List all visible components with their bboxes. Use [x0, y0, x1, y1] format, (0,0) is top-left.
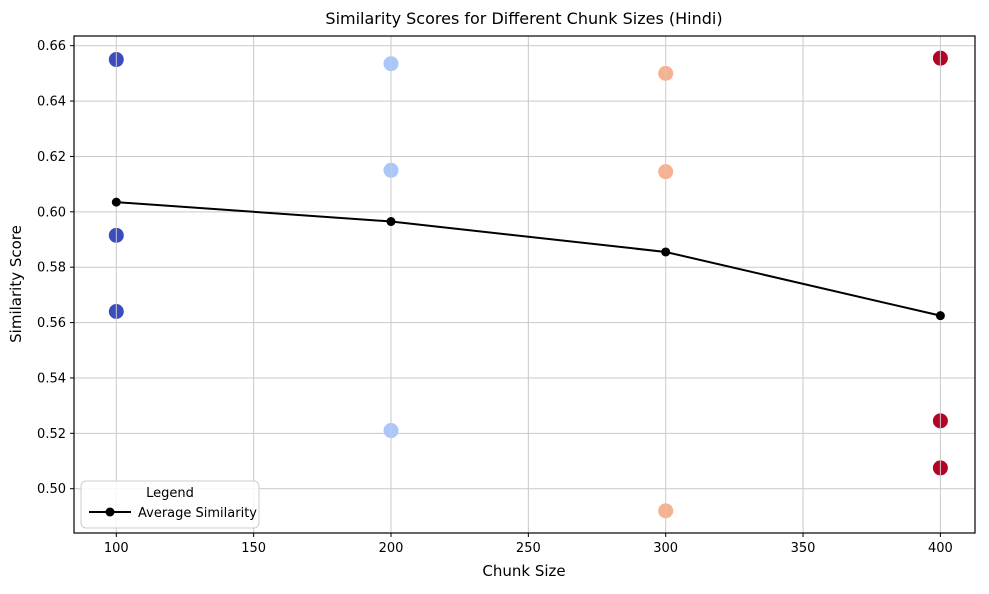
- chart-title: Similarity Scores for Different Chunk Si…: [325, 9, 722, 28]
- x-tick-label: 250: [516, 541, 541, 556]
- average-marker: [935, 311, 945, 321]
- average-marker: [111, 197, 121, 207]
- x-tick-label: 350: [791, 541, 816, 556]
- y-tick-label: 0.56: [37, 316, 66, 331]
- y-tick-label: 0.54: [37, 371, 66, 386]
- y-axis-label: Similarity Score: [7, 225, 25, 343]
- y-tick-label: 0.60: [37, 205, 66, 220]
- legend: Legend Average Similarity: [80, 480, 260, 529]
- y-tick-label: 0.64: [37, 95, 66, 110]
- y-tick-label: 0.66: [37, 39, 66, 54]
- legend-dot-marker: [105, 507, 115, 517]
- average-line: [116, 201, 941, 317]
- x-tick-label: 100: [104, 541, 129, 556]
- average-line-layer: [111, 197, 945, 321]
- average-marker: [386, 217, 396, 227]
- x-tick-label: 200: [379, 541, 404, 556]
- x-tick-label: 400: [928, 541, 953, 556]
- y-tick-label: 0.52: [37, 427, 66, 442]
- average-marker: [661, 247, 671, 257]
- legend-title: Legend: [146, 486, 194, 501]
- y-tick-label: 0.50: [37, 482, 66, 497]
- axes-layer: 100 150 200 250 300 350 400 0.50 0.52 0.54 0.56 0.5…: [37, 35, 976, 556]
- plot-border: [73, 35, 976, 534]
- x-tick-label: 300: [653, 541, 678, 556]
- legend-entry: Average Similarity: [89, 506, 257, 521]
- legend-box: [80, 480, 260, 529]
- x-tick-label: 150: [241, 541, 266, 556]
- legend-entry-label: Average Similarity: [138, 506, 257, 521]
- grid-layer: [74, 36, 975, 533]
- x-axis-label: Chunk Size: [482, 562, 565, 580]
- y-tick-label: 0.62: [37, 150, 66, 165]
- y-tick-label: 0.58: [37, 261, 66, 276]
